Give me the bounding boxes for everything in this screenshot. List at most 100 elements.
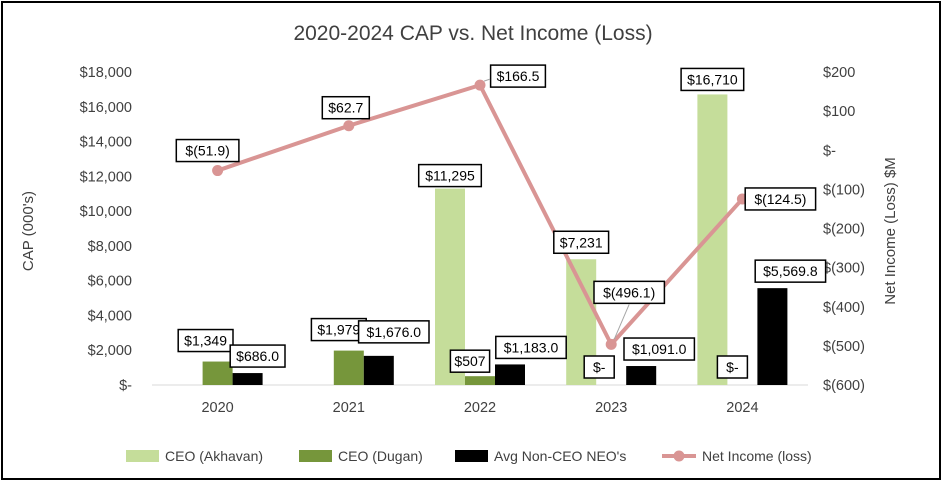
bar-data-label: $1,349: [184, 333, 227, 349]
y-tick-label: $4,000: [88, 308, 132, 324]
bar: [697, 94, 728, 385]
net-income-line: [216, 83, 744, 347]
net-income-data-label: $(51.9): [185, 143, 229, 159]
bar-data-label: $16,710: [687, 71, 738, 87]
bar-data-label-box: [553, 230, 610, 255]
y-tick-label: $8,000: [88, 239, 132, 255]
bar-data-label-group: $1,091.0: [623, 337, 696, 361]
bar: [232, 373, 263, 385]
y2-tick-label: $(600): [823, 378, 865, 394]
y2-tick-label: $(500): [823, 339, 865, 355]
bar-data-label-group: $-: [583, 355, 615, 379]
y2-tick-label: $-: [823, 143, 836, 159]
net-income-data-label-group: $166.5: [489, 64, 547, 88]
legend-swatch: [299, 450, 332, 462]
leader-line: [483, 78, 491, 82]
x-tick-label: 2022: [464, 400, 496, 416]
bar-data-label-box: [449, 349, 491, 373]
bar-data-label-group: $7,231: [553, 230, 610, 255]
bar-data-label-box: [357, 320, 430, 344]
bar: [495, 364, 525, 385]
legend-label: Net Income (loss): [702, 448, 812, 464]
bar-data-label-box: [177, 328, 234, 353]
bar: [363, 355, 394, 385]
net-income-data-label-box: [744, 187, 817, 211]
net-income-data-label-group: $(124.5): [744, 187, 817, 211]
y-tick-label: $18,000: [80, 65, 132, 81]
bar: [465, 376, 495, 385]
net-income-data-label: $(124.5): [754, 191, 806, 207]
legend-label: CEO (Dugan): [338, 448, 423, 464]
net-income-point: [474, 79, 486, 91]
bar-data-label: $1,183.0: [504, 339, 559, 355]
net-income-data-label-box: [321, 95, 371, 120]
bar-data-label: $-: [593, 359, 606, 375]
net-income-data-label-box: [175, 138, 240, 163]
bar-data-label-group: $507: [449, 349, 491, 373]
bar-data-label-group: $1,676.0: [357, 320, 430, 344]
bar-data-label: $5,569.8: [763, 263, 818, 279]
bar-data-label-box: [229, 344, 286, 368]
bar-data-label: $507: [454, 353, 485, 369]
bar-data-label-group: $1,183.0: [495, 335, 567, 360]
bar-data-label: $-: [726, 359, 739, 375]
bar: [626, 366, 657, 385]
bar-data-label-group: $1,349: [177, 328, 234, 353]
bar-data-label-group: $686.0: [229, 344, 286, 368]
net-income-data-label-group: $(51.9): [175, 138, 240, 163]
leader-line: [613, 304, 630, 340]
y2-tick-label: $(300): [823, 261, 865, 277]
y-tick-label: $12,000: [80, 169, 132, 185]
legend-swatch: [455, 450, 488, 462]
y2-axis-title: Net Income (Loss) $M: [882, 157, 899, 305]
bar-data-label-box: [623, 337, 696, 361]
net-income-data-label-box: [593, 280, 666, 305]
bar-data-label-group: $16,710: [680, 67, 745, 92]
bar-data-label-group: $5,569.8: [754, 259, 827, 283]
x-tick-label: 2021: [333, 400, 365, 416]
legend-marker: [673, 450, 685, 462]
bar-data-label-box: [583, 355, 615, 379]
bar-data-label: $1,979: [317, 322, 360, 338]
y2-tick-label: $100: [823, 104, 855, 120]
bar-data-label-box: [754, 259, 827, 283]
y2-tick-label: $(200): [823, 222, 865, 238]
y-tick-label: $10,000: [80, 204, 132, 220]
plot-area: $- $2,000 $4,000 $6,000 $8,000 $10,000 $12,000…: [80, 64, 865, 416]
chart-title: 2020-2024 CAP vs. Net Income (Loss): [293, 22, 652, 45]
net-income-data-label: $62.7: [328, 100, 363, 116]
legend: CEO (Akhavan) CEO (Dugan) Avg Non-CEO NEO'…: [126, 448, 812, 464]
net-income-point: [605, 338, 617, 350]
legend-label: Avg Non-CEO NEO's: [494, 448, 626, 464]
net-income-data-label: $166.5: [497, 68, 540, 84]
net-income-data-label: $(496.1): [603, 284, 655, 300]
y2-tick-label: $(400): [823, 300, 865, 316]
y-tick-label: $16,000: [80, 100, 132, 116]
bar-data-label: $1,676.0: [367, 324, 422, 340]
bar-data-label-box: [417, 163, 483, 188]
net-income-data-label-box: [489, 64, 547, 88]
y-tick-label: $2,000: [88, 343, 132, 359]
y-axis-title: CAP (000's): [20, 191, 37, 271]
y-tick-label: $14,000: [80, 135, 132, 151]
bar: [757, 288, 788, 385]
x-tick-label: 2020: [201, 400, 233, 416]
net-income-data-label-group: $62.7: [321, 95, 371, 120]
x-tick-label: 2024: [726, 400, 758, 416]
bar-data-label: $1,091.0: [632, 341, 687, 357]
bar-data-label-group: $1,979: [310, 317, 367, 342]
bar-data-label: $11,295: [425, 168, 475, 184]
net-income-point: [343, 120, 355, 132]
legend-swatch: [126, 450, 159, 462]
bar-data-label-box: [495, 335, 567, 360]
bar-data-label-group: $11,295: [417, 163, 483, 188]
x-tick-label: 2023: [595, 400, 627, 416]
bar-data-label-box: [716, 355, 749, 379]
bar: [333, 350, 364, 385]
bar: [202, 361, 233, 385]
net-income-point: [212, 165, 224, 177]
bar-data-label: $686.0: [236, 348, 279, 364]
bar-data-label-group: $-: [716, 355, 749, 379]
